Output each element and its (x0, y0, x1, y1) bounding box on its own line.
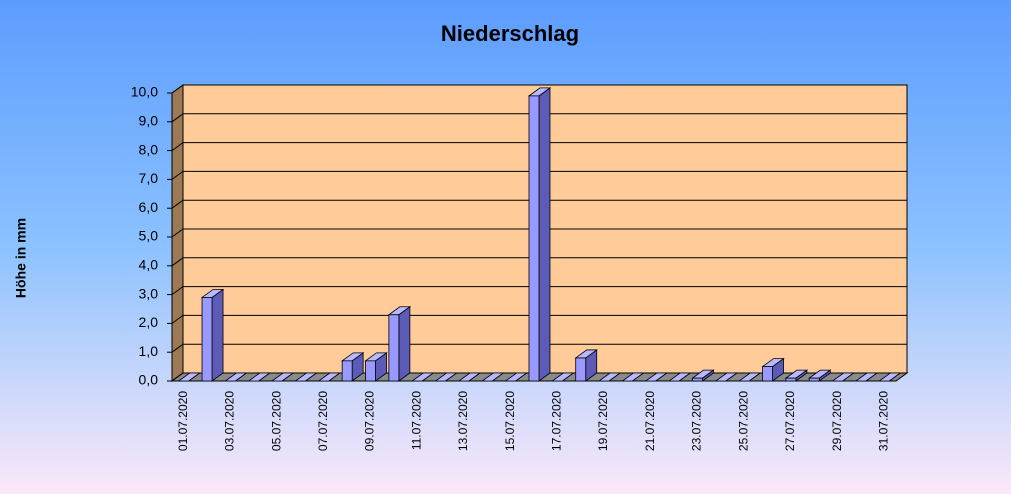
bar-top (878, 372, 902, 382)
y-tick-label: 4,0 (139, 257, 159, 273)
y-tick-label: 6,0 (139, 199, 159, 215)
y-tick-label: 8,0 (139, 141, 159, 157)
bar (528, 95, 540, 382)
bar (575, 357, 587, 382)
bar-top (667, 372, 692, 382)
x-tick-label: 15.07.2020 (503, 391, 517, 451)
bar-top (831, 372, 855, 382)
bar (341, 360, 353, 382)
bar-top (294, 372, 318, 382)
bar (201, 297, 213, 382)
x-tick-label: 17.07.2020 (550, 391, 564, 451)
x-tick-label: 09.07.2020 (363, 391, 377, 451)
bar-top (270, 372, 295, 382)
bar-top (854, 372, 879, 382)
grid-line (171, 199, 184, 209)
bar-top (714, 372, 739, 382)
bar-top (621, 372, 645, 382)
bar-top (481, 372, 505, 382)
x-tick-label: 27.07.2020 (783, 391, 797, 451)
bar-top (457, 372, 482, 382)
bar (388, 314, 400, 382)
y-tick-label: 3,0 (139, 285, 159, 301)
bar-top (434, 372, 458, 382)
y-tick-label: 0,0 (139, 372, 159, 388)
bar-side (211, 288, 224, 382)
x-tick-label: 29.07.2020 (830, 391, 844, 451)
x-tick-label: 11.07.2020 (409, 391, 423, 450)
x-tick-label: 03.07.2020 (223, 391, 237, 451)
grid-line (171, 170, 184, 180)
grid-line (171, 286, 184, 296)
x-tick-label: 05.07.2020 (269, 391, 283, 451)
grid-line (171, 257, 184, 267)
y-axis-label: Höhe in mm (13, 218, 29, 298)
y-tick-label: 2,0 (139, 314, 159, 330)
bar-top (597, 372, 622, 382)
bar (808, 377, 820, 382)
y-tick-label: 5,0 (139, 228, 159, 244)
y-tick-label: 1,0 (139, 343, 159, 359)
x-tick-label: 25.07.2020 (736, 391, 750, 451)
bar-top (644, 372, 669, 382)
grid-line (171, 142, 184, 152)
x-tick-label: 01.07.2020 (176, 391, 190, 451)
bar-top (504, 372, 528, 382)
bar (365, 360, 376, 382)
y-tick-label: 10,0 (131, 84, 158, 100)
grid-line (171, 228, 184, 238)
bar-top (177, 372, 201, 382)
bar (692, 377, 703, 382)
y-tick-label: 9,0 (139, 113, 159, 129)
chart-title: Niederschlag (441, 21, 579, 46)
x-tick-label: 19.07.2020 (596, 391, 610, 451)
grid-line (171, 343, 184, 353)
bar-top (247, 372, 271, 382)
bar (785, 377, 797, 382)
bar-top (224, 372, 248, 382)
x-tick-label: 21.07.2020 (643, 391, 657, 451)
bar-side (538, 87, 551, 382)
x-tick-label: 13.07.2020 (456, 391, 470, 451)
bar-top (737, 372, 762, 382)
bar-side (398, 305, 411, 382)
bar-top (551, 372, 575, 382)
x-tick-label: 23.07.2020 (690, 391, 704, 451)
bar-top (410, 372, 435, 382)
bar (762, 366, 773, 382)
grid-line (171, 84, 184, 94)
x-tick-label: 31.07.2020 (876, 391, 890, 451)
y-tick-label: 7,0 (139, 170, 159, 186)
bar-top (317, 372, 342, 382)
grid-line (171, 372, 184, 382)
x-tick-label: 07.07.2020 (316, 391, 330, 451)
grid-line (171, 314, 184, 324)
grid-line (171, 113, 184, 123)
